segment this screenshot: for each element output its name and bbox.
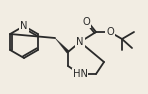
Text: O: O xyxy=(82,17,90,27)
Text: HN: HN xyxy=(73,69,87,79)
Text: N: N xyxy=(20,21,28,31)
Text: O: O xyxy=(106,27,114,37)
Polygon shape xyxy=(55,38,69,53)
Text: N: N xyxy=(76,37,84,47)
